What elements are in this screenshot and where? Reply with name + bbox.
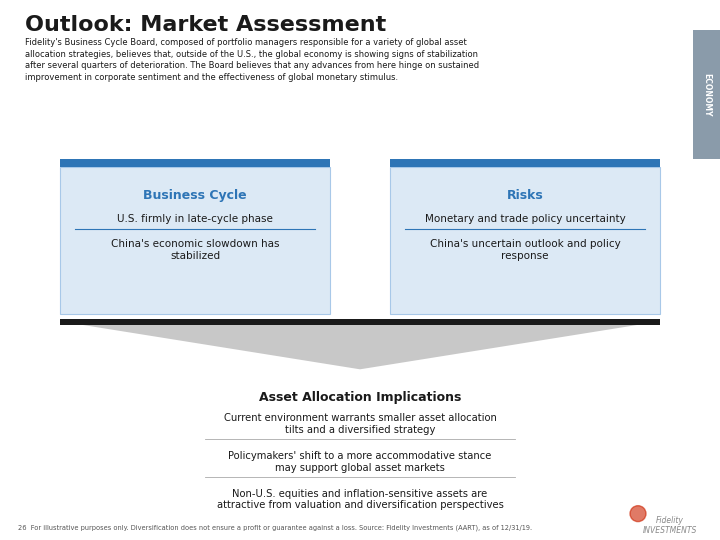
FancyBboxPatch shape <box>390 167 660 314</box>
Text: Monetary and trade policy uncertainty: Monetary and trade policy uncertainty <box>425 214 626 224</box>
Text: Asset Allocation Implications: Asset Allocation Implications <box>258 391 462 404</box>
Text: Non-U.S. equities and inflation-sensitive assets are
attractive from valuation a: Non-U.S. equities and inflation-sensitiv… <box>217 489 503 510</box>
FancyBboxPatch shape <box>60 159 330 167</box>
Polygon shape <box>80 325 640 369</box>
FancyBboxPatch shape <box>693 30 720 159</box>
Text: Fidelity
INVESTMENTS: Fidelity INVESTMENTS <box>643 516 697 535</box>
Text: China's uncertain outlook and policy
response: China's uncertain outlook and policy res… <box>430 239 621 260</box>
Text: U.S. firmly in late-cycle phase: U.S. firmly in late-cycle phase <box>117 214 273 224</box>
Text: Policymakers' shift to a more accommodative stance
may support global asset mark: Policymakers' shift to a more accommodat… <box>228 451 492 472</box>
Text: 26  For illustrative purposes only. Diversification does not ensure a profit or : 26 For illustrative purposes only. Diver… <box>18 524 532 531</box>
Text: Current environment warrants smaller asset allocation
tilts and a diversified st: Current environment warrants smaller ass… <box>224 413 496 435</box>
Text: China's economic slowdown has
stabilized: China's economic slowdown has stabilized <box>111 239 279 260</box>
FancyBboxPatch shape <box>390 159 660 167</box>
FancyBboxPatch shape <box>60 167 330 314</box>
Text: Business Cycle: Business Cycle <box>143 189 247 202</box>
Text: Fidelity's Business Cycle Board, composed of portfolio managers responsible for : Fidelity's Business Cycle Board, compose… <box>25 38 479 82</box>
FancyBboxPatch shape <box>60 319 660 325</box>
Text: Risks: Risks <box>507 189 544 202</box>
Text: ECONOMY: ECONOMY <box>702 73 711 116</box>
Circle shape <box>630 505 646 522</box>
Text: Outlook: Market Assessment: Outlook: Market Assessment <box>25 15 386 35</box>
